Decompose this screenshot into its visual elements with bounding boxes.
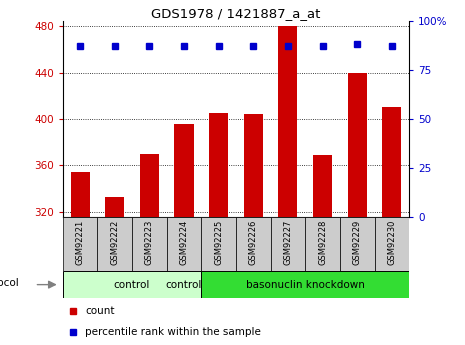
Bar bbox=[140, 154, 159, 217]
Bar bbox=[174, 124, 193, 217]
Text: GSM92224: GSM92224 bbox=[179, 220, 188, 265]
Bar bbox=[236, 217, 271, 271]
Bar bbox=[209, 113, 228, 217]
Text: GSM92226: GSM92226 bbox=[249, 220, 258, 265]
Bar bbox=[271, 217, 305, 271]
Title: GDS1978 / 1421887_a_at: GDS1978 / 1421887_a_at bbox=[151, 7, 321, 20]
Bar bbox=[201, 271, 409, 298]
Text: GSM92229: GSM92229 bbox=[353, 220, 362, 265]
Bar bbox=[279, 27, 298, 217]
Bar bbox=[340, 217, 374, 271]
Text: GSM92228: GSM92228 bbox=[318, 220, 327, 265]
Text: GSM92223: GSM92223 bbox=[145, 220, 154, 265]
Bar bbox=[244, 115, 263, 217]
Text: GSM92221: GSM92221 bbox=[76, 220, 85, 265]
Bar bbox=[305, 217, 340, 271]
Bar bbox=[132, 217, 166, 271]
Text: GSM92227: GSM92227 bbox=[284, 220, 292, 265]
Text: GSM92222: GSM92222 bbox=[110, 220, 119, 265]
Bar bbox=[375, 217, 409, 271]
Bar bbox=[167, 217, 201, 271]
Bar bbox=[348, 73, 367, 217]
Text: GSM92230: GSM92230 bbox=[387, 220, 396, 265]
Text: percentile rank within the sample: percentile rank within the sample bbox=[85, 327, 261, 337]
Text: basonuclin knockdown: basonuclin knockdown bbox=[246, 280, 365, 289]
Text: count: count bbox=[85, 306, 115, 316]
Bar bbox=[382, 107, 401, 217]
Text: protocol: protocol bbox=[0, 278, 19, 288]
Text: control: control bbox=[166, 280, 202, 289]
Text: GSM92225: GSM92225 bbox=[214, 220, 223, 265]
Bar bbox=[98, 217, 132, 271]
Text: control: control bbox=[114, 280, 150, 289]
Bar bbox=[63, 217, 98, 271]
Bar bbox=[201, 217, 236, 271]
Bar bbox=[71, 172, 90, 217]
Bar bbox=[63, 271, 201, 298]
Bar bbox=[313, 155, 332, 217]
Bar bbox=[105, 197, 124, 217]
